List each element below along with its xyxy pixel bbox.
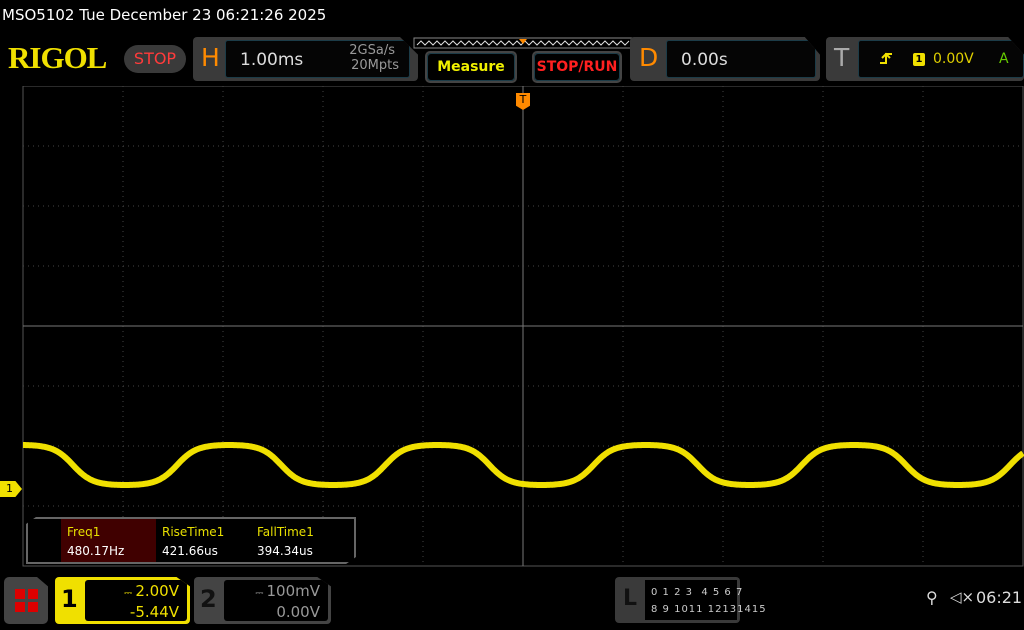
stop-run-button[interactable]: STOP/RUN [532,51,622,83]
channel-2-number: 2 [200,585,217,613]
horizontal-label: H [201,43,220,72]
speaker-muted-icon[interactable]: ◁× [950,588,975,606]
measurement-panel: Freq1 480.17Hz RiseTime1 421.66us FallTime… [26,517,356,564]
logic-channels-row-1: 0 1 2 3 4 5 6 7 [651,587,744,598]
channel-2-panel[interactable]: 2 ⎓ 100mV 0.00V [194,577,331,624]
channel-1-offset: -5.44V [129,603,179,621]
measurement-label: RiseTime1 [162,525,225,539]
usb-icon: ⚲ [926,588,938,607]
channel-1-panel[interactable]: 1 ⎓ 2.00V -5.44V [55,577,190,624]
channel-2-scale: 100mV [266,582,320,600]
measurement-freq[interactable]: Freq1 480.17Hz [61,519,156,562]
channel-1-trace [21,442,1024,488]
memory-overview-bar [413,37,635,49]
trigger-panel[interactable]: T 1 0.00V A [826,37,1024,81]
rising-edge-icon [880,52,892,64]
measurement-fall-time[interactable]: FallTime1 394.34us [251,519,346,562]
measurement-rise-time[interactable]: RiseTime1 421.66us [156,519,251,562]
measurement-label: Freq1 [67,525,101,539]
measurement-value: 480.17Hz [67,544,125,558]
memory-depth: 20Mpts [351,58,399,73]
trigger-position-marker [519,39,527,44]
clock-time: 06:21 [976,588,1023,607]
measure-button[interactable]: Measure [425,51,517,83]
waveform-display[interactable] [0,86,1024,568]
trigger-time-marker[interactable]: T [516,93,530,110]
delay-value: 0.00s [681,50,728,70]
logic-channels-row-2: 8 9 1011 12131415 [651,604,767,615]
trigger-source: 1 [913,53,925,66]
measurement-value: 421.66us [162,544,218,558]
run-status-badge: STOP [124,45,186,73]
dc-coupling-icon: ⎓ [124,588,136,599]
channel-1-offset-marker[interactable]: 1 [0,481,22,497]
horizontal-panel[interactable]: H 1.00ms 2GSa/s 20Mpts [193,37,418,81]
delay-panel[interactable]: D 0.00s [630,37,820,81]
main-menu-button[interactable] [4,577,48,624]
measurement-value: 394.34us [257,544,313,558]
measurement-label: FallTime1 [257,525,314,539]
trigger-mode: A [999,51,1009,67]
channel-1-scale: 2.00V [135,582,179,600]
measure-button-label: Measure [427,53,515,81]
timebase-value: 1.00ms [240,50,304,70]
sample-rate: 2GSa/s [349,43,395,58]
logic-analyzer-panel[interactable]: L 0 1 2 3 4 5 6 7 8 9 1011 12131415 [615,577,767,623]
menu-grid-icon [15,589,38,612]
delay-label: D [639,43,659,72]
window-title: MSO5102 Tue December 23 06:21:26 2025 [2,6,327,24]
rigol-logo: RIGOL [8,40,107,75]
stop-run-label: STOP/RUN [534,53,620,81]
logic-label: L [623,586,638,611]
channel-2-offset: 0.00V [276,603,320,621]
trigger-level: 0.00V [933,51,974,67]
trigger-label: T [834,43,850,72]
dc-coupling-icon: ⎓ [255,588,267,599]
channel-1-number: 1 [61,585,78,613]
